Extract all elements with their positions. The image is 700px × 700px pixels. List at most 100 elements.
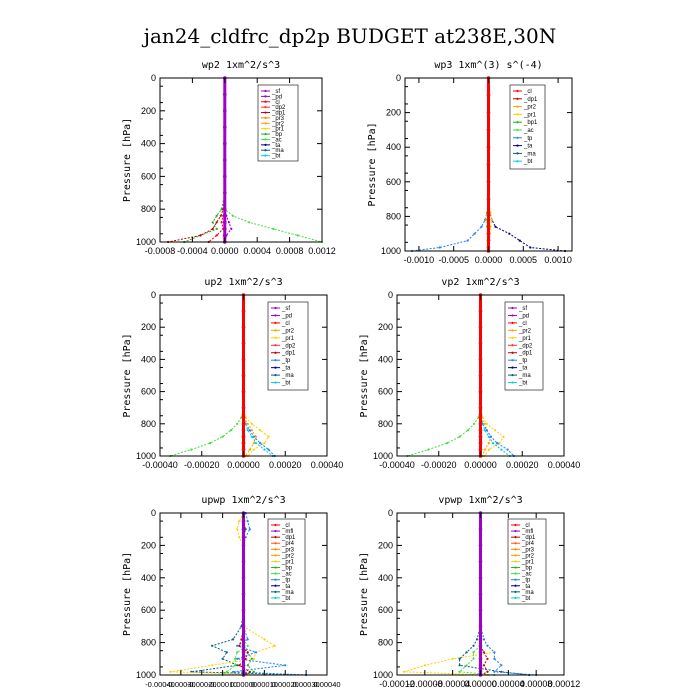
series-point — [223, 92, 227, 97]
x-tick-label: 0.00020 — [269, 460, 302, 470]
y-axis-label: Pressure [hPa] — [122, 552, 133, 636]
y-tick-label: 800 — [141, 419, 156, 429]
legend-label: _cl — [518, 321, 527, 327]
legend-marker — [274, 381, 277, 384]
series-point — [236, 528, 239, 531]
legend: _cl _dp1 _pr2_pr1 _bp1 _ac _tp _ta_ma _bt — [509, 84, 546, 170]
y-tick-label: 800 — [141, 204, 156, 214]
series-point — [518, 239, 521, 242]
legend-marker — [511, 329, 514, 332]
legend-label: _cl — [523, 89, 532, 95]
panel-title: wp3 1xm^(3) s^(-4) — [434, 60, 542, 71]
legend-marker — [514, 566, 517, 569]
panel-title: upwp 1xm^2/s^3 — [201, 495, 285, 506]
series-point — [241, 434, 246, 439]
series-point — [458, 670, 461, 673]
legend-label: _pr3 — [521, 547, 535, 553]
y-tick-label: 800 — [141, 638, 156, 648]
legend-marker — [274, 351, 277, 354]
legend-marker — [511, 306, 514, 310]
legend-marker — [514, 590, 517, 593]
y-tick-label: 800 — [386, 211, 401, 221]
x-tick-label: 0.00030 — [293, 680, 320, 689]
legend-marker — [274, 344, 277, 347]
series-point — [215, 214, 218, 217]
series-point — [478, 422, 483, 426]
legend-marker — [514, 548, 517, 551]
legend-label: _ta — [523, 144, 533, 150]
x-tick-label: 0.00010 — [251, 680, 278, 689]
series-point — [478, 341, 483, 346]
legend-label: _dp1 — [281, 535, 296, 541]
x-tick-label: 0.00040 — [311, 460, 344, 470]
legend-marker — [274, 578, 277, 581]
series-point — [478, 415, 483, 420]
series-point — [472, 651, 475, 654]
y-axis-label: Pressure [hPa] — [359, 333, 370, 417]
legend-marker — [514, 554, 517, 557]
series-point — [475, 638, 479, 641]
x-tick-label: -0.00020 — [421, 460, 457, 470]
legend-label: _ma — [521, 590, 534, 596]
series-point — [486, 670, 489, 673]
series-point — [478, 637, 483, 642]
x-tick-label: 0.0012 — [308, 246, 336, 256]
series-line-tp — [411, 78, 489, 252]
series-point — [493, 651, 496, 654]
series-point — [248, 528, 251, 531]
y-tick-label: 200 — [386, 108, 401, 118]
series-point — [259, 442, 262, 445]
figure-title: jan24_cldfrc_dp2p BUDGET at238E,30N — [142, 24, 556, 48]
series-point — [215, 234, 218, 237]
x-tick-label: 0.00020 — [272, 680, 299, 689]
series-point — [223, 220, 227, 225]
series-point — [246, 520, 249, 523]
legend-marker — [274, 306, 277, 310]
y-tick-label: 400 — [141, 354, 156, 364]
legend-marker — [516, 89, 519, 93]
x-tick-label: -0.00040 — [379, 460, 415, 470]
series-group — [169, 511, 308, 677]
legend-marker — [514, 584, 517, 587]
legend-marker — [264, 122, 267, 125]
x-tick-label: -0.00020 — [187, 680, 217, 689]
series-point — [225, 651, 228, 654]
x-tick-label: 0.00020 — [506, 460, 539, 470]
series-point — [478, 441, 483, 445]
legend-label: _bt — [521, 596, 531, 602]
series-point — [250, 657, 253, 660]
legend-label: _ta — [281, 366, 291, 372]
series-point — [263, 442, 266, 445]
y-tick-label: 800 — [378, 419, 393, 429]
x-tick-label: -0.0010 — [404, 255, 435, 265]
legend-marker — [274, 566, 277, 569]
x-tick-label: 0.00012 — [548, 679, 581, 689]
series-point — [231, 214, 234, 217]
series-point — [486, 145, 491, 149]
series-point — [483, 429, 486, 432]
series-point — [478, 663, 483, 668]
series-point — [490, 218, 494, 221]
series-point — [496, 442, 499, 445]
legend-label: _bt — [281, 596, 291, 602]
x-tick-label: 0.00000 — [464, 679, 497, 689]
series-point — [220, 221, 223, 224]
series-point — [252, 670, 255, 673]
series-point — [211, 227, 214, 230]
series-point — [478, 325, 483, 330]
panel-2: wp3 1xm^(3) s^(-4) Pressure [hPa] 0 200 400 6… — [367, 60, 573, 265]
series-point — [238, 520, 241, 523]
series-point — [483, 422, 486, 425]
series-point — [494, 429, 497, 432]
legend-box — [257, 84, 299, 162]
legend: _sf_pd _cl_pr2 _pr1_dp2 _dp1_tp _ta_ma _bt — [504, 301, 544, 391]
series-point — [241, 422, 246, 426]
x-tick-label: -0.00020 — [184, 460, 220, 470]
series-point — [263, 638, 266, 641]
series-point — [482, 664, 486, 667]
legend-label: _mfl — [521, 529, 533, 535]
series-point — [211, 664, 214, 667]
series-point — [489, 435, 492, 438]
series-point — [250, 435, 253, 438]
legend-label: _tp — [523, 136, 533, 142]
